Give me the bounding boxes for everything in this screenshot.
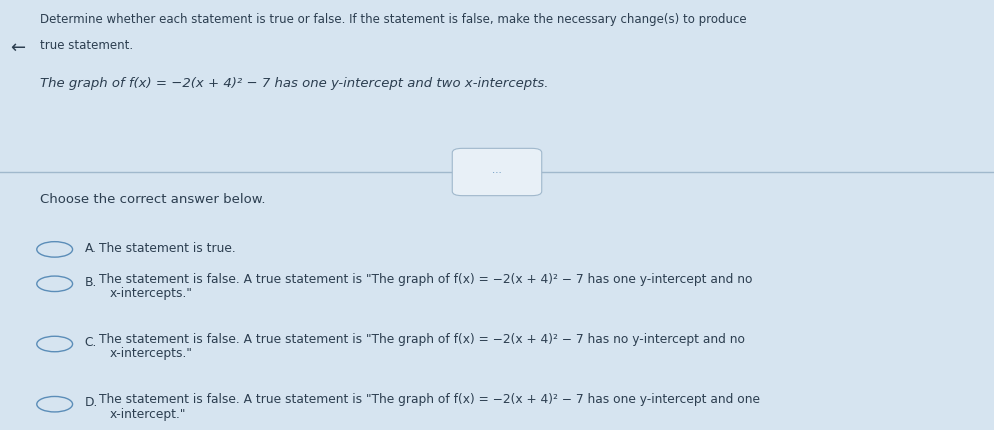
Text: B.: B. <box>84 276 96 289</box>
FancyBboxPatch shape <box>452 148 542 196</box>
Text: The statement is false. A true statement is "The graph of f(x) = −2(x + 4)² − 7 : The statement is false. A true statement… <box>99 273 752 286</box>
Text: Determine whether each statement is true or false. If the statement is false, ma: Determine whether each statement is true… <box>40 13 746 26</box>
Text: x-intercepts.": x-intercepts." <box>109 347 192 360</box>
Text: The statement is false. A true statement is "The graph of f(x) = −2(x + 4)² − 7 : The statement is false. A true statement… <box>99 333 746 346</box>
Text: true statement.: true statement. <box>40 39 133 52</box>
Text: The graph of f(x) = −2(x + 4)² − 7 has one y-intercept and two x-intercepts.: The graph of f(x) = −2(x + 4)² − 7 has o… <box>40 77 549 90</box>
Text: Choose the correct answer below.: Choose the correct answer below. <box>40 194 265 206</box>
Text: ←: ← <box>10 39 25 57</box>
Text: The statement is true.: The statement is true. <box>99 242 237 255</box>
Text: D.: D. <box>84 396 97 409</box>
Text: C.: C. <box>84 336 96 349</box>
Text: x-intercepts.": x-intercepts." <box>109 287 192 300</box>
Text: …: … <box>492 165 502 175</box>
Text: x-intercept.": x-intercept." <box>109 408 186 421</box>
Text: A.: A. <box>84 242 96 255</box>
Text: The statement is false. A true statement is "The graph of f(x) = −2(x + 4)² − 7 : The statement is false. A true statement… <box>99 393 760 406</box>
